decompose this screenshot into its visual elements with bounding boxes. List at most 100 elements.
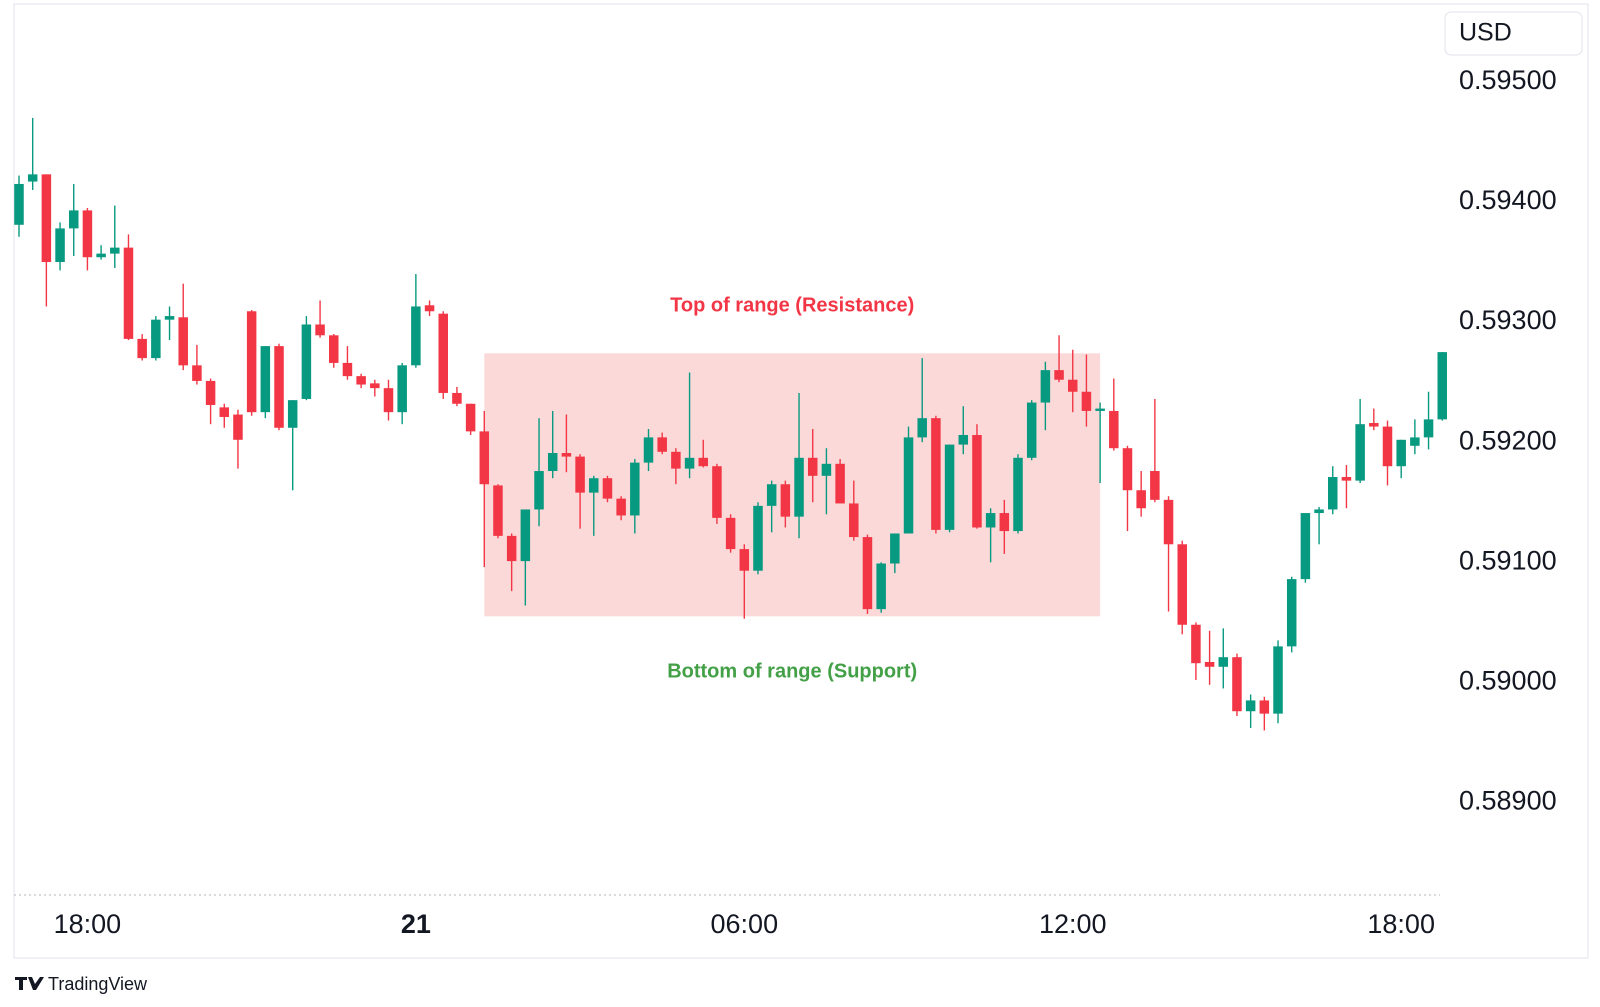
y-tick-label: 0.59100 bbox=[1459, 545, 1557, 575]
candle-body bbox=[999, 513, 1010, 532]
candle-body bbox=[370, 383, 380, 389]
candle-body bbox=[1355, 424, 1365, 481]
chart-frame bbox=[13, 3, 1589, 959]
candle-body bbox=[1341, 477, 1352, 481]
candle-body bbox=[465, 403, 476, 432]
y-tick-label: 0.59300 bbox=[1459, 305, 1557, 335]
candle-body bbox=[41, 174, 52, 263]
candle-body bbox=[1300, 513, 1311, 580]
candle-body bbox=[753, 505, 763, 571]
candle-body bbox=[493, 485, 503, 536]
candle-body bbox=[27, 174, 38, 182]
x-tick-label: 18:00 bbox=[54, 909, 122, 939]
candle-body bbox=[329, 335, 339, 363]
annotation: Top of range (Resistance) bbox=[670, 295, 914, 317]
candle-body bbox=[1328, 477, 1338, 510]
currency-box[interactable] bbox=[1444, 11, 1583, 56]
candle-body bbox=[1369, 422, 1379, 427]
x-tick-label: 12:00 bbox=[1039, 909, 1107, 939]
candle-body bbox=[151, 319, 161, 359]
candle-body bbox=[178, 317, 188, 366]
y-tick-label: 0.59200 bbox=[1459, 425, 1557, 455]
candle-body bbox=[506, 535, 517, 562]
candle-body bbox=[383, 388, 394, 413]
x-tick-label: 18:00 bbox=[1367, 909, 1435, 939]
candle-body bbox=[479, 431, 490, 485]
candle-body bbox=[1218, 657, 1229, 667]
y-tick-label: 0.59000 bbox=[1459, 666, 1557, 696]
candle-body bbox=[835, 463, 845, 504]
candle-body bbox=[1081, 391, 1092, 411]
candle-body bbox=[780, 484, 791, 517]
branding[interactable]: TradingView bbox=[48, 974, 148, 994]
candle-body bbox=[931, 418, 941, 530]
candle-body bbox=[616, 498, 626, 516]
candle-body bbox=[684, 457, 695, 469]
candle-body bbox=[794, 457, 804, 517]
candle-body bbox=[849, 503, 859, 538]
candle-body bbox=[1204, 661, 1215, 667]
candle-body bbox=[274, 346, 284, 428]
candle-body bbox=[424, 305, 435, 312]
candle-body bbox=[1150, 471, 1160, 500]
candle-body bbox=[1095, 408, 1105, 411]
candle-body bbox=[821, 463, 832, 476]
candle-body bbox=[82, 210, 93, 258]
logo-icon[interactable] bbox=[15, 977, 44, 990]
candle-body bbox=[1054, 370, 1064, 380]
candle-body bbox=[1259, 700, 1270, 714]
candle-body bbox=[643, 437, 654, 463]
candle-body bbox=[807, 457, 818, 476]
candle-body bbox=[547, 453, 558, 472]
candle-body bbox=[534, 471, 544, 510]
candle-body bbox=[1109, 410, 1119, 449]
y-tick-label: 0.58900 bbox=[1459, 786, 1557, 816]
candle-body bbox=[890, 533, 900, 564]
candle-body bbox=[411, 306, 421, 366]
candle-body bbox=[438, 313, 448, 393]
candle-body bbox=[68, 210, 79, 229]
candle-body bbox=[876, 563, 886, 610]
candle-body bbox=[698, 457, 708, 467]
candle-body bbox=[164, 316, 175, 320]
candle-body bbox=[766, 484, 777, 506]
candle-body bbox=[260, 346, 271, 413]
candle-body bbox=[14, 183, 24, 225]
candle-body bbox=[192, 365, 202, 381]
candle-body bbox=[1245, 700, 1256, 712]
candle-body bbox=[1067, 379, 1078, 392]
candle-body bbox=[246, 311, 257, 413]
candle-body bbox=[1163, 499, 1174, 545]
candle-body bbox=[739, 549, 750, 571]
candle-body bbox=[561, 453, 572, 457]
candle-body bbox=[233, 414, 243, 440]
candle-body bbox=[1040, 370, 1051, 403]
candle-body bbox=[1026, 402, 1037, 458]
candle-body bbox=[917, 418, 927, 438]
candle-body bbox=[342, 362, 353, 377]
candle-body bbox=[520, 509, 531, 562]
candle-body bbox=[1273, 646, 1283, 714]
candle-body bbox=[356, 376, 366, 385]
candle-body bbox=[452, 392, 462, 404]
candle-body bbox=[315, 324, 325, 336]
candle-body bbox=[985, 513, 996, 528]
candle-body bbox=[55, 228, 65, 263]
candle-body bbox=[205, 380, 216, 405]
candle-body bbox=[1437, 352, 1447, 420]
candle-body bbox=[575, 456, 585, 493]
candle-body bbox=[1177, 544, 1187, 625]
candle-body bbox=[137, 338, 147, 359]
range-box bbox=[484, 353, 1101, 617]
y-tick-label: 0.59400 bbox=[1459, 185, 1557, 215]
candle-body bbox=[110, 247, 120, 254]
candle-body bbox=[657, 437, 667, 452]
candle-body bbox=[1382, 426, 1393, 467]
candle-body bbox=[1410, 437, 1420, 446]
candle-body bbox=[1396, 439, 1406, 467]
candle-body bbox=[725, 517, 736, 550]
candle-body bbox=[1232, 657, 1242, 712]
x-tick-label: 21 bbox=[401, 909, 431, 939]
